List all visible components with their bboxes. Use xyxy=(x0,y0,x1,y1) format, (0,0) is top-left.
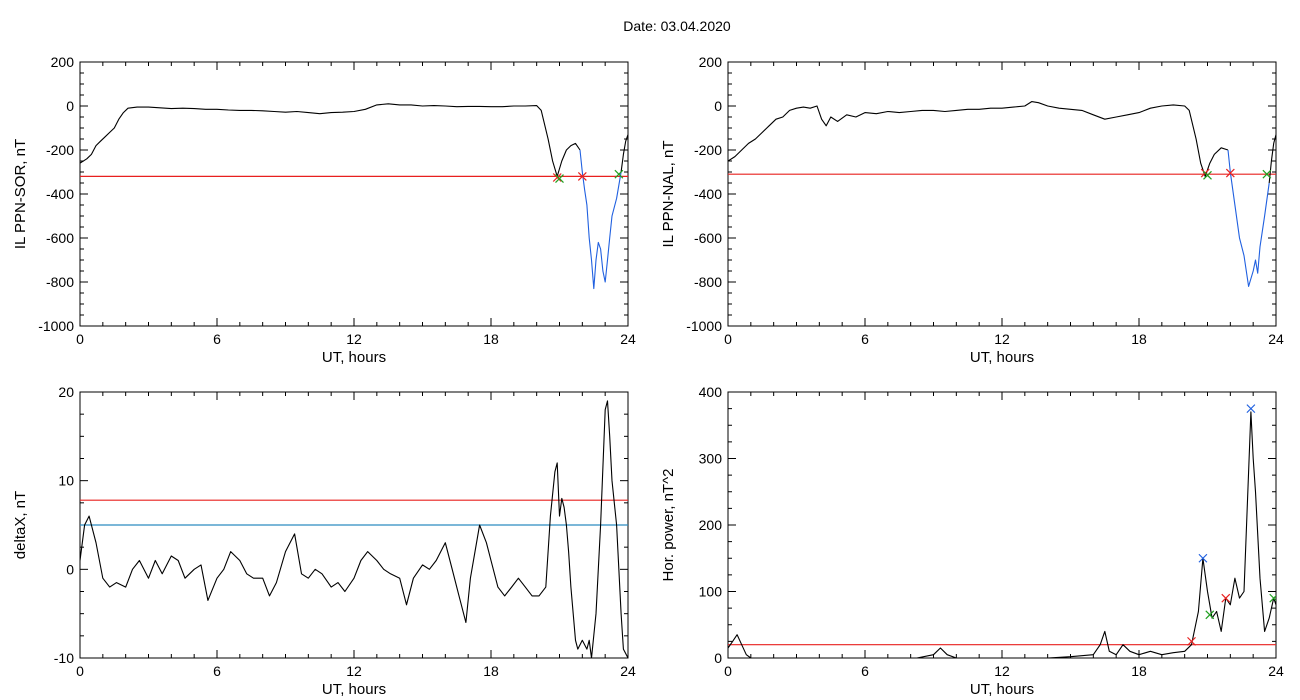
x-tick-label: 24 xyxy=(1268,663,1284,679)
marker-x xyxy=(577,171,587,181)
y-tick-label: -800 xyxy=(694,274,722,290)
x-axis-label: UT, hours xyxy=(970,681,1034,698)
y-tick-label: 100 xyxy=(699,584,723,600)
y-tick-label: 400 xyxy=(699,384,723,400)
y-tick-label: 10 xyxy=(58,473,74,489)
chart-il-ppn-sor: 0 6 12 18 24 -1000 -800 -600 -400 -200 0 200 UT, hou… xyxy=(12,54,636,366)
x-tick-label: 12 xyxy=(994,331,1010,347)
chart-hor-power: 0 6 12 18 24 0 100 200 300 400 UT, hours Hor. power… xyxy=(660,384,1284,698)
x-tick-label: 0 xyxy=(724,331,732,347)
x-tick-label: 18 xyxy=(1131,663,1147,679)
marker-x xyxy=(1203,170,1212,180)
x-tick-label: 0 xyxy=(76,331,84,347)
plot-area xyxy=(728,101,1276,287)
plot-frame xyxy=(727,61,1277,327)
y-axis-label: deltaX, nT xyxy=(12,491,29,559)
y-axis-label: IL PPN-NAL, nT xyxy=(660,141,677,248)
y-tick-label: 0 xyxy=(714,650,722,666)
series-line xyxy=(579,149,622,290)
y-tick-label: -10 xyxy=(54,650,74,666)
y-tick-label: -600 xyxy=(694,230,722,246)
x-tick-label: 24 xyxy=(620,331,636,347)
y-tick-label: -1000 xyxy=(686,318,722,334)
x-tick-label: 6 xyxy=(213,663,221,679)
y-tick-label: -400 xyxy=(694,186,722,202)
chart-il-ppn-nal: 0 6 12 18 24 -1000 -800 -600 -400 -200 0 200 UT, hou… xyxy=(660,54,1284,366)
y-tick-label: 200 xyxy=(51,54,75,70)
y-tick-label: -200 xyxy=(46,142,74,158)
marker-x xyxy=(1262,169,1272,179)
x-tick-label: 12 xyxy=(994,663,1010,679)
plot-frame xyxy=(727,391,1277,659)
y-tick-label: 0 xyxy=(66,561,74,577)
x-tick-label: 18 xyxy=(1131,331,1147,347)
series-line xyxy=(620,134,628,173)
x-axis-label: UT, hours xyxy=(970,349,1034,366)
x-tick-label: 0 xyxy=(724,663,732,679)
x-axis-label: UT, hours xyxy=(322,681,386,698)
y-axis-label: Hor. power, nT^2 xyxy=(660,469,677,582)
marker-x xyxy=(1187,636,1196,646)
y-tick-label: -800 xyxy=(46,274,74,290)
y-tick-label: 0 xyxy=(66,98,74,114)
marker-x xyxy=(552,173,562,182)
x-tick-label: 24 xyxy=(1268,331,1284,347)
y-tick-label: -600 xyxy=(46,230,74,246)
plot-area xyxy=(80,400,628,658)
series-line xyxy=(1227,149,1270,287)
marker-x xyxy=(555,174,564,184)
x-tick-label: 6 xyxy=(213,331,221,347)
x-tick-label: 24 xyxy=(620,663,636,679)
marker-x xyxy=(1246,404,1256,414)
x-tick-label: 12 xyxy=(346,331,362,347)
y-tick-label: 200 xyxy=(699,517,723,533)
series-line xyxy=(728,101,1229,177)
y-tick-label: -400 xyxy=(46,186,74,202)
y-tick-label: -200 xyxy=(694,142,722,158)
y-axis-label: IL PPN-SOR, nT xyxy=(12,139,29,249)
x-tick-label: 0 xyxy=(76,663,84,679)
series-line xyxy=(80,400,628,658)
plot-area xyxy=(728,404,1276,658)
series-line xyxy=(728,411,1276,658)
y-tick-label: 20 xyxy=(58,384,74,400)
y-tick-label: 0 xyxy=(714,98,722,114)
plot-frame xyxy=(79,61,629,327)
plot-area xyxy=(80,103,628,290)
marker-x xyxy=(1269,593,1276,603)
x-tick-label: 12 xyxy=(346,663,362,679)
marker-x xyxy=(1198,553,1208,563)
x-tick-label: 6 xyxy=(861,663,869,679)
marker-x xyxy=(1205,610,1215,620)
x-axis-label: UT, hours xyxy=(322,349,386,366)
marker-x xyxy=(614,169,624,179)
y-tick-label: 200 xyxy=(699,54,723,70)
page-title: Date: 03.04.2020 xyxy=(623,18,731,34)
series-line xyxy=(80,103,581,177)
y-tick-label: -1000 xyxy=(38,318,74,334)
x-tick-label: 18 xyxy=(483,663,499,679)
series-line xyxy=(1268,134,1276,184)
y-tick-label: 300 xyxy=(699,451,723,467)
x-tick-label: 6 xyxy=(861,331,869,347)
marker-x xyxy=(1225,168,1235,178)
x-tick-label: 18 xyxy=(483,331,499,347)
marker-x xyxy=(1221,593,1231,603)
